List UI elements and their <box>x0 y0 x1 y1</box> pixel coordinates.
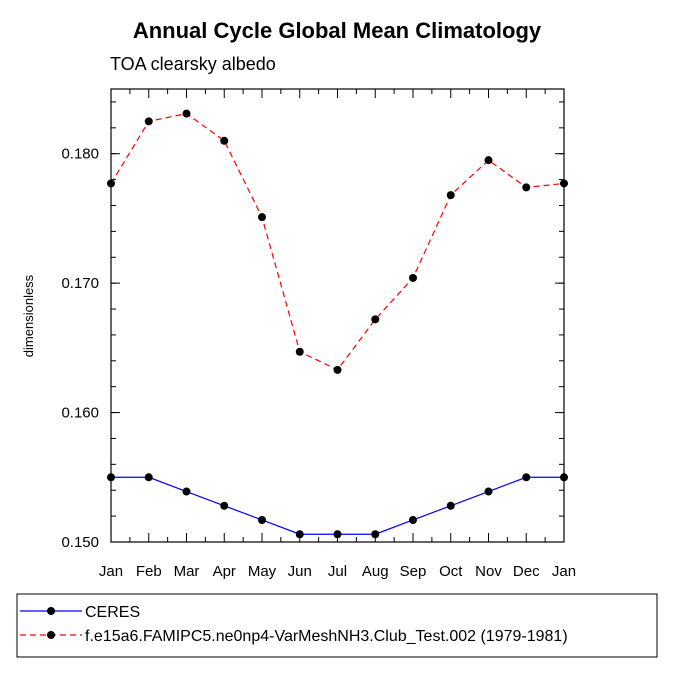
data-point-series-1 <box>107 179 115 188</box>
data-point-series-1 <box>182 109 191 118</box>
data-point-series-0 <box>522 473 531 482</box>
data-point-series-1 <box>295 347 304 356</box>
x-tick-label: Mar <box>174 563 200 580</box>
legend-marker-0 <box>47 607 55 615</box>
data-point-series-1 <box>220 136 229 145</box>
data-point-series-0 <box>560 473 568 482</box>
data-point-series-0 <box>446 501 455 510</box>
data-point-series-0 <box>371 530 380 539</box>
legend-label-1: f.e15a6.FAMIPC5.ne0np4-VarMeshNH3.Club_T… <box>85 628 568 645</box>
x-tick-label: Sep <box>400 563 427 580</box>
x-tick-label: Jun <box>288 563 312 580</box>
data-point-series-0 <box>409 515 417 524</box>
data-point-series-1 <box>409 273 417 282</box>
chart-title: Annual Cycle Global Mean Climatology <box>133 18 542 43</box>
data-point-series-1 <box>144 117 153 126</box>
x-tick-label: Dec <box>513 563 540 580</box>
legend-marker-1 <box>47 631 55 639</box>
data-point-series-1 <box>484 156 493 165</box>
y-tick-label: 0.150 <box>61 534 99 551</box>
x-tick-label: Jul <box>328 563 347 580</box>
y-axis-label: dimensionless <box>21 274 36 357</box>
y-tick-label: 0.180 <box>61 146 99 163</box>
data-point-series-0 <box>258 515 266 524</box>
legend: CERES f.e15a6.FAMIPC5.ne0np4-VarMeshNH3.C… <box>16 593 658 658</box>
data-point-series-1 <box>371 315 380 324</box>
x-tick-label: Jan <box>552 563 576 580</box>
data-point-series-1 <box>333 365 342 374</box>
plot-frame <box>110 88 565 543</box>
x-tick-label: Feb <box>136 563 162 580</box>
legend-box <box>16 593 658 658</box>
data-point-series-0 <box>107 473 115 482</box>
x-tick-label: Apr <box>213 563 236 580</box>
x-tick-label: Nov <box>475 563 502 580</box>
data-point-series-1 <box>446 191 455 200</box>
y-tick-label: 0.170 <box>61 275 99 292</box>
x-tick-label: Aug <box>362 563 389 580</box>
data-point-series-1 <box>258 213 266 222</box>
series-line-1 <box>110 112 565 371</box>
x-tick-label: May <box>248 563 277 580</box>
data-point-series-0 <box>182 487 191 496</box>
data-point-series-0 <box>484 487 493 496</box>
chart-subtitle: TOA clearsky albedo <box>110 54 276 74</box>
data-point-series-0 <box>144 473 153 482</box>
series-line-0 <box>111 476 564 535</box>
data-point-series-0 <box>333 530 342 539</box>
x-tick-label: Jan <box>99 563 123 580</box>
data-point-series-1 <box>522 183 531 192</box>
data-point-series-0 <box>220 501 229 510</box>
y-tick-label: 0.160 <box>61 405 99 422</box>
data-point-series-1 <box>560 179 568 188</box>
x-tick-label: Oct <box>439 563 463 580</box>
plot-area: Jan Feb Mar Apr May Jun Jul Aug Sep Oct Nov Dec Jan0… <box>61 88 576 580</box>
data-point-series-0 <box>295 530 304 539</box>
legend-label-0: CERES <box>85 604 140 621</box>
